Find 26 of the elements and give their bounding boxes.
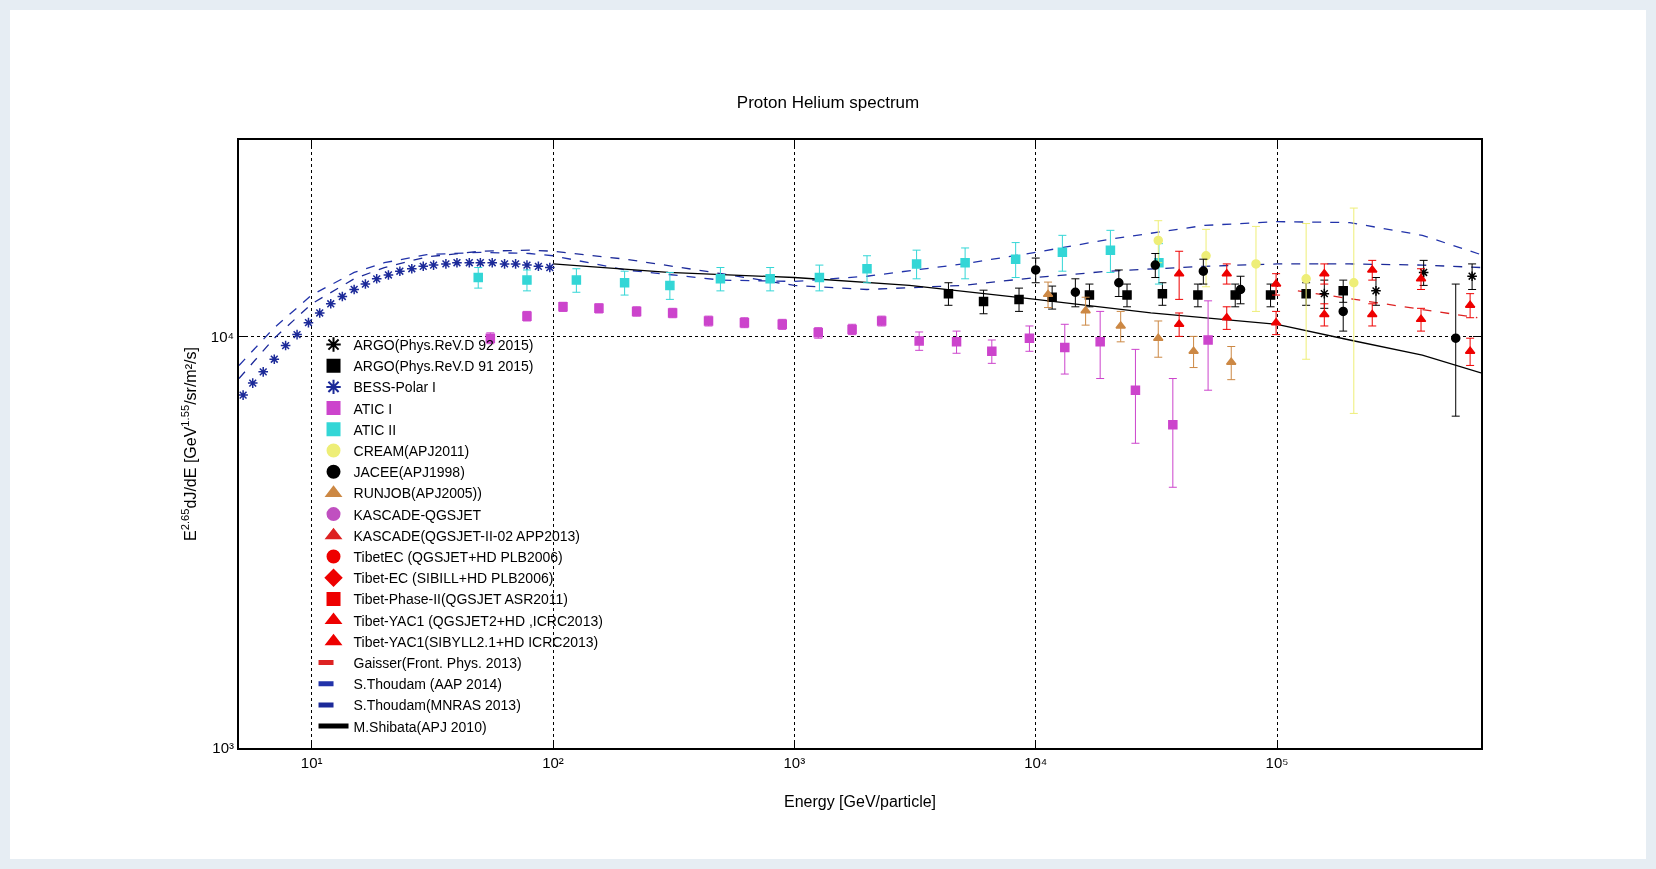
legend-label: Tibet-YAC1 (QGSJET2+HD ,ICRC2013) <box>353 612 603 629</box>
legend-label: S.Thoudam(MNRAS 2013) <box>353 697 521 714</box>
x-tick-label: 10⁵ <box>1265 754 1289 771</box>
x-tick-label: 10³ <box>783 754 806 771</box>
chart-title: Proton Helium spectrum <box>736 92 920 112</box>
legend-label: CREAM(APJ2011) <box>353 442 470 459</box>
legend-label: Gaisser(Front. Phys. 2013) <box>353 654 522 671</box>
legend-label: BESS-Polar I <box>353 379 436 396</box>
legend-label: RUNJOB(APJ2005)) <box>353 485 482 502</box>
legend-label: S.Thoudam (AAP 2014) <box>353 676 502 693</box>
legend-label: Tibet-EC (SIBILL+HD PLB2006) <box>353 570 554 587</box>
legend-label: Tibet-YAC1(SIBYLL2.1+HD ICRC2013) <box>353 633 599 650</box>
legend-label: KASCADE(QGSJET-II-02 APP2013) <box>353 527 580 544</box>
legend-label: TibetEC (QGSJET+HD PLB2006) <box>353 548 563 565</box>
legend-label: ATIC I <box>353 400 393 417</box>
legend-label: ATIC II <box>353 421 397 438</box>
x-tick-label: 10⁴ <box>1024 754 1048 771</box>
legend-label: ARGO(Phys.ReV.D 91 2015) <box>353 358 534 375</box>
legend-label: KASCADE-QGSJET <box>353 506 482 523</box>
legend-label: JACEE(APJ1998) <box>353 464 465 481</box>
legend-label: ARGO(Phys.ReV.D 92 2015) <box>353 336 534 353</box>
legend-label: M.Shibata(APJ 2010) <box>353 718 487 735</box>
legend-label: Tibet-Phase-II(QGSJET ASR2011) <box>353 591 569 608</box>
x-tick-label: 10¹ <box>300 754 323 771</box>
x-tick-label: 10² <box>542 754 564 771</box>
x-axis-title: Energy [GeV/particle] <box>783 793 937 810</box>
